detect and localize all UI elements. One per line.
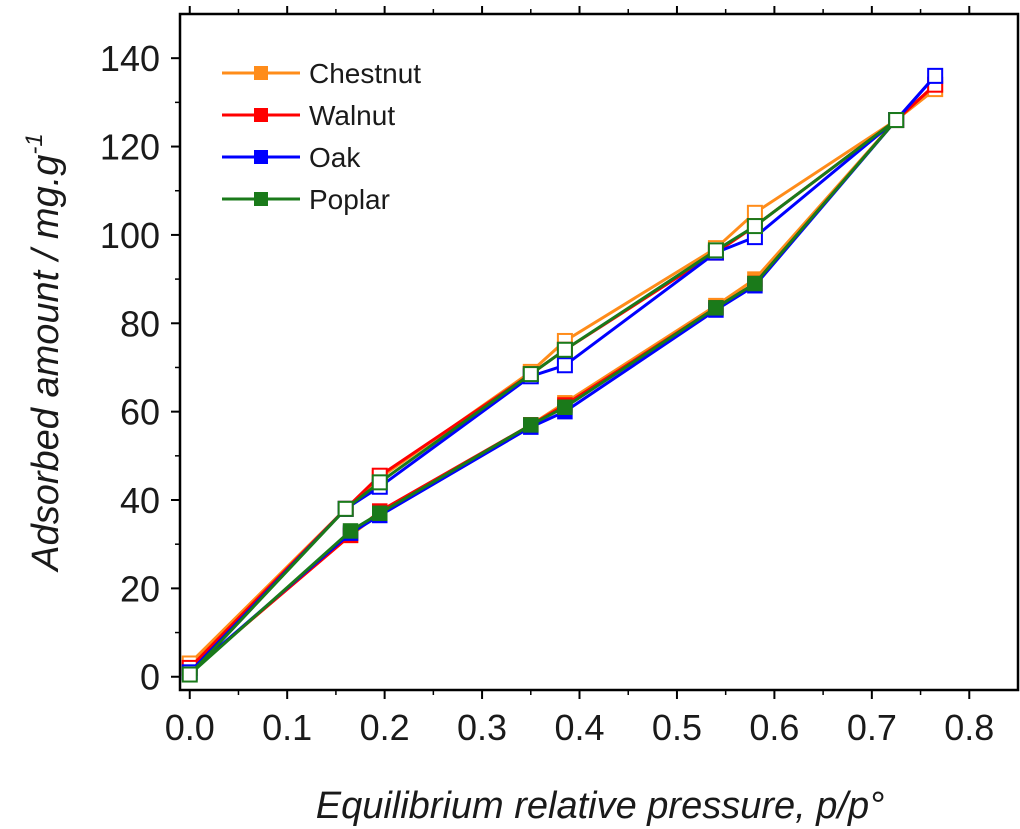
series-line-chestnut-adsorption xyxy=(188,87,937,674)
data-point-poplar-adsorption xyxy=(372,505,388,522)
data-point-oak-desorption xyxy=(556,357,573,374)
y-axis-title: Adsorbed amount / mg.g-1 xyxy=(21,133,67,572)
legend-label-poplar: Poplar xyxy=(309,184,390,215)
y-tick-label: 80 xyxy=(120,303,160,344)
data-point-poplar-adsorption xyxy=(523,417,539,433)
series-line-poplar-desorption xyxy=(188,118,898,676)
x-tick-label: 0.2 xyxy=(360,707,410,748)
y-tick-label: 140 xyxy=(100,38,160,79)
data-point-poplar-desorption xyxy=(707,242,724,259)
x-tick-label: 0.1 xyxy=(262,707,312,748)
y-tick-label: 0 xyxy=(140,657,160,698)
series-line-oak-adsorption xyxy=(188,74,937,674)
plot-frame xyxy=(178,12,1020,692)
x-axis-title: Equilibrium relative pressure, p/p° xyxy=(316,785,885,827)
x-tick-label: 0.7 xyxy=(847,707,897,748)
x-tick-label: 0.0 xyxy=(165,707,215,748)
data-point-poplar-desorption xyxy=(522,366,539,383)
y-tick-label: 40 xyxy=(120,480,160,521)
series-oak xyxy=(181,67,944,681)
x-tick-label: 0.6 xyxy=(749,707,799,748)
data-point-poplar-adsorption xyxy=(342,523,359,539)
y-tick-label: 60 xyxy=(120,392,160,433)
legend-label-oak: Oak xyxy=(309,142,361,173)
data-point-poplar-adsorption xyxy=(708,300,724,316)
legend: Chestnut Walnut Oak Poplar xyxy=(222,58,421,215)
data-point-poplar-desorption xyxy=(181,666,198,683)
legend-marker-walnut xyxy=(254,108,268,122)
legend-label-walnut: Walnut xyxy=(309,100,395,131)
series-line-walnut-desorption xyxy=(188,83,937,669)
series-line-oak-desorption xyxy=(188,74,937,674)
series-layer xyxy=(181,67,944,683)
legend-marker-oak xyxy=(254,150,268,164)
axis-tick-labels: 0.0 0.1 0.2 0.3 0.4 0.5 0.6 0.7 0.8 0 20 40 60 80 100 1… xyxy=(100,38,994,748)
data-point-poplar-adsorption xyxy=(747,275,763,292)
data-point-poplar-desorption xyxy=(556,341,573,358)
axis-ticks xyxy=(171,6,971,699)
y-tick-label: 20 xyxy=(120,568,160,609)
data-point-poplar-desorption xyxy=(371,474,388,491)
legend-marker-poplar xyxy=(254,192,268,206)
y-tick-label: 100 xyxy=(100,215,160,256)
data-point-oak-desorption xyxy=(927,67,944,84)
x-tick-label: 0.3 xyxy=(457,707,507,748)
y-axis-title-superscript: -1 xyxy=(21,133,48,154)
y-tick-label: 120 xyxy=(100,127,160,168)
data-point-poplar-desorption xyxy=(888,112,905,129)
x-tick-label: 0.5 xyxy=(652,707,702,748)
series-poplar xyxy=(181,112,905,683)
x-tick-label: 0.8 xyxy=(944,707,994,748)
y-axis-title-main: Adsorbed amount / mg.g xyxy=(25,155,67,573)
series-walnut xyxy=(181,76,944,681)
legend-label-chestnut: Chestnut xyxy=(309,58,421,89)
x-tick-label: 0.4 xyxy=(554,707,604,748)
data-point-poplar-desorption xyxy=(337,500,354,517)
data-point-poplar-adsorption xyxy=(557,399,573,415)
data-point-poplar-desorption xyxy=(746,218,763,235)
data-point-chestnut-desorption xyxy=(746,204,763,221)
series-line-poplar-adsorption xyxy=(188,119,898,676)
legend-marker-chestnut xyxy=(254,66,268,80)
